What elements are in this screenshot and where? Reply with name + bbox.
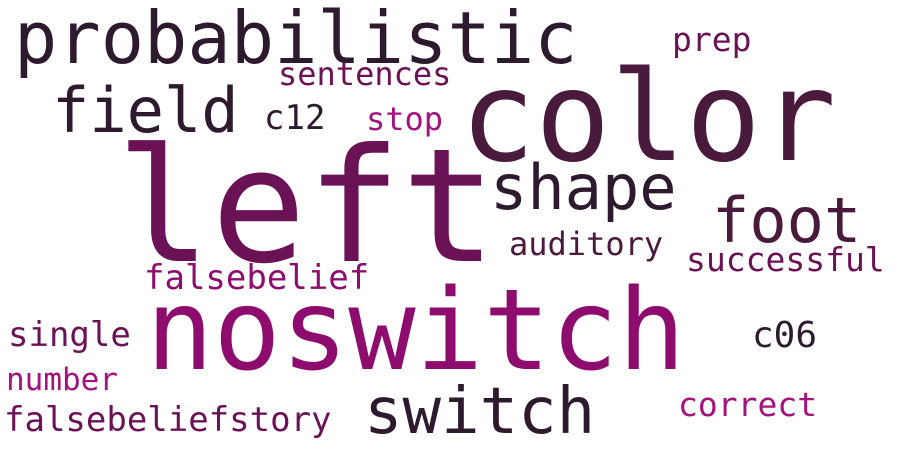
word-shape: shape bbox=[490, 151, 677, 224]
word-falsebelief: falsebelief bbox=[144, 258, 370, 298]
word-prep: prep bbox=[672, 20, 752, 59]
word-color: color bbox=[460, 45, 837, 190]
word-c06: c06 bbox=[752, 315, 818, 356]
word-sentences: sentences bbox=[278, 55, 452, 93]
word-successful: successful bbox=[686, 240, 885, 279]
word-left: left bbox=[116, 115, 497, 299]
word-number: number bbox=[6, 362, 118, 398]
word-auditory: auditory bbox=[509, 225, 664, 263]
word-switch: switch bbox=[364, 375, 596, 449]
word-single: single bbox=[8, 315, 131, 355]
word-falsebeliefstory: falsebeliefstory bbox=[4, 400, 332, 440]
word-field: field bbox=[52, 74, 239, 147]
word-noswitch: noswitch bbox=[146, 266, 686, 396]
word-c12: c12 bbox=[264, 98, 326, 138]
word-stop: stop bbox=[366, 100, 444, 138]
word-correct: correct bbox=[678, 385, 818, 424]
word-foot: foot bbox=[712, 184, 862, 257]
word-probabilistic: probabilistic bbox=[14, 0, 578, 80]
